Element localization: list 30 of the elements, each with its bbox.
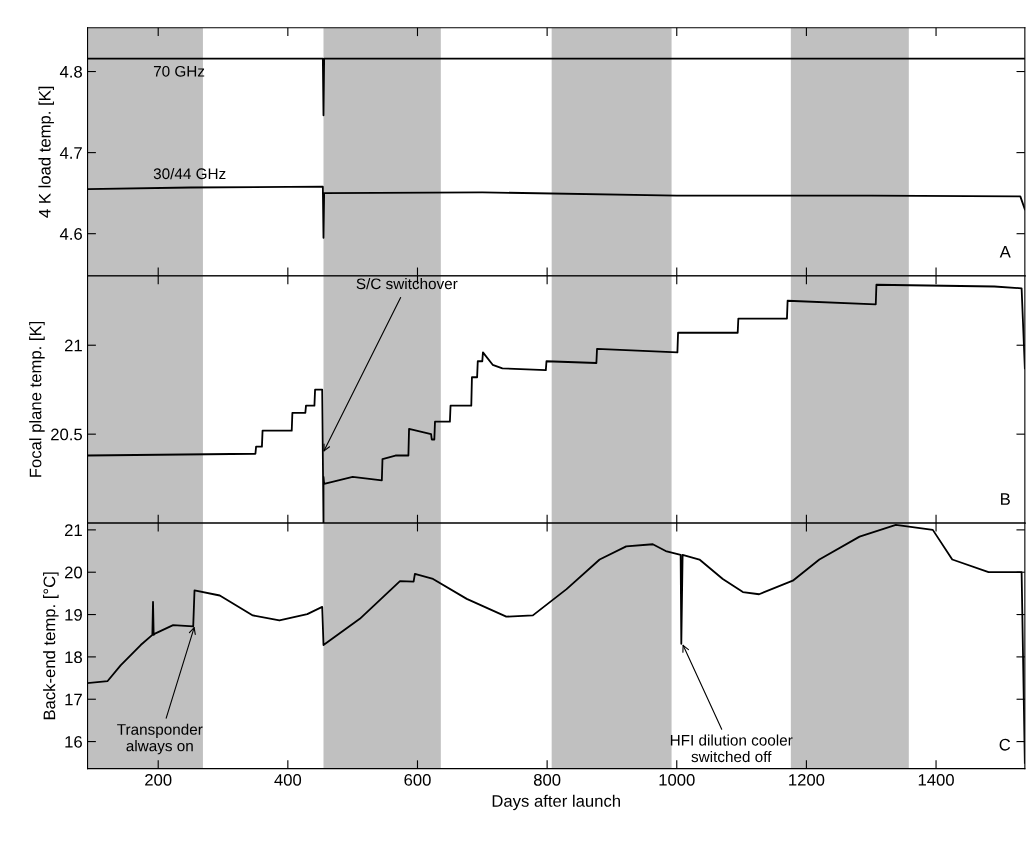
y-axis-title: Focal plane temp. [K] xyxy=(29,321,45,477)
y-tick-label: 20.5 xyxy=(51,428,82,441)
x-tick-label: 1200 xyxy=(789,773,825,786)
x-tick-label: 400 xyxy=(274,773,302,786)
annotation: HFI dilution cooler switched off xyxy=(670,734,793,763)
series-label: 70 GHz xyxy=(153,65,205,77)
y-tick-label: 21 xyxy=(64,339,82,352)
x-axis-title: Days after launch xyxy=(492,794,620,811)
y-tick-label: 19 xyxy=(65,608,82,621)
x-tick-label: 200 xyxy=(145,773,172,786)
x-tick-label: 800 xyxy=(533,773,561,786)
annotation: S/C switchover xyxy=(356,277,458,290)
y-tick-label: 17 xyxy=(65,693,82,706)
x-tick-label: 1000 xyxy=(659,773,695,786)
y-tick-label: 16 xyxy=(65,735,82,748)
x-tick-label: 600 xyxy=(404,773,431,786)
series-label: 30/44 GHz xyxy=(153,167,226,180)
y-axis-title: Back-end temp. [°C] xyxy=(43,572,59,720)
y-tick-label: 21 xyxy=(64,524,82,536)
y-tick-label: 4.6 xyxy=(59,228,82,240)
annotation: B xyxy=(1001,493,1010,505)
annotation: C xyxy=(999,738,1011,751)
y-tick-label: 4.8 xyxy=(59,65,82,78)
y-tick-label: 4.7 xyxy=(59,147,82,159)
annotation: Transponder always on xyxy=(117,723,203,755)
x-tick-label: 1400 xyxy=(918,773,954,786)
annotation: A xyxy=(999,246,1011,258)
y-tick-label: 18 xyxy=(65,651,82,664)
y-axis-title: 4 K load temp. [K] xyxy=(38,86,54,218)
y-tick-label: 20 xyxy=(64,566,83,579)
